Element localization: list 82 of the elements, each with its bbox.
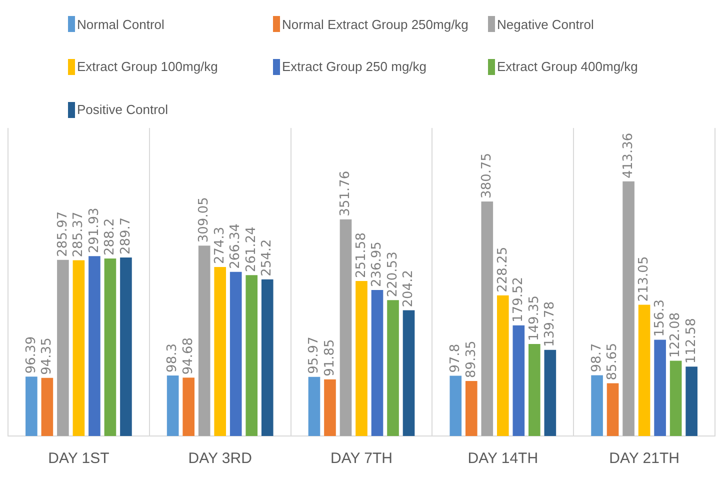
x-tick-label: DAY 1ST	[48, 450, 110, 468]
legend-label: Extract Group 400mg/kg	[497, 59, 638, 74]
bar	[214, 267, 226, 436]
bar	[528, 344, 540, 436]
bar	[654, 340, 666, 436]
bar	[41, 378, 54, 436]
data-label: 236.95	[370, 242, 385, 288]
legend-label: Normal Extract Group 250mg/kg	[282, 16, 468, 32]
data-label: 89.35	[464, 340, 479, 378]
bar	[261, 279, 274, 436]
bar	[670, 360, 682, 436]
bar	[72, 260, 85, 436]
bar	[246, 275, 258, 436]
bar	[402, 310, 415, 436]
legend-label: Normal Control	[77, 16, 164, 32]
data-label: 274.3	[212, 226, 228, 264]
bar	[387, 300, 399, 436]
data-label: 213.05	[636, 256, 652, 302]
data-label: 85.65	[605, 343, 620, 380]
x-tick-label: DAY 14TH	[468, 450, 538, 468]
data-label: 285.97	[55, 211, 70, 257]
data-label: 351.76	[338, 170, 354, 216]
x-tick-label: DAY 7TH	[330, 450, 392, 468]
data-label: 112.58	[684, 318, 699, 364]
x-tick-label: DAY 3RD	[188, 450, 252, 468]
bar	[182, 378, 194, 436]
data-label: 288.2	[102, 218, 118, 256]
bar	[481, 201, 494, 436]
data-label: 139.78	[542, 301, 558, 347]
data-label: 228.25	[495, 246, 510, 292]
bar	[308, 376, 320, 436]
bar	[198, 246, 210, 436]
legend-label: Extract Group 100mg/kg	[77, 59, 218, 74]
data-label: 251.58	[354, 232, 369, 278]
data-label: 380.75	[480, 152, 495, 198]
data-label: 122.08	[668, 312, 684, 358]
bar	[638, 304, 650, 436]
bar	[356, 281, 368, 436]
data-label: 94.68	[180, 337, 196, 375]
data-label: 285.37	[71, 212, 86, 258]
data-label: 97.8	[448, 344, 464, 373]
bar	[512, 325, 525, 436]
data-label: 291.93	[86, 208, 102, 254]
bar	[544, 350, 556, 436]
bar	[591, 375, 603, 436]
data-label: 261.24	[244, 226, 259, 272]
bar	[120, 258, 132, 436]
data-label: 204.2	[401, 270, 416, 308]
bar	[324, 379, 336, 436]
bar	[104, 258, 116, 436]
bar	[26, 376, 38, 436]
data-label: 266.34	[228, 223, 244, 269]
bar	[88, 256, 100, 436]
data-label: 220.53	[385, 252, 400, 298]
data-label: 95.97	[306, 336, 322, 374]
legend-label: Negative Control	[497, 16, 594, 32]
bar	[496, 295, 509, 436]
data-label: 289.7	[118, 217, 134, 255]
data-label: 179.52	[511, 276, 526, 322]
data-label: 91.85	[322, 339, 338, 376]
data-label: 254.2	[260, 239, 275, 276]
bar	[465, 380, 478, 436]
legend-label: Extract Group 250 mg/kg	[282, 59, 427, 74]
bar	[371, 290, 384, 436]
data-label: 98.3	[165, 343, 180, 372]
bar	[686, 366, 698, 436]
bar	[166, 375, 179, 436]
data-label: 309.05	[196, 197, 212, 243]
bar	[230, 272, 242, 436]
data-label: 413.36	[620, 132, 636, 178]
data-label: 96.39	[24, 336, 39, 374]
bar	[450, 376, 462, 436]
x-tick-label: DAY 21TH	[609, 450, 680, 468]
bar	[57, 260, 69, 436]
bar	[340, 219, 352, 436]
bar	[606, 383, 619, 436]
data-label: 156.3	[652, 300, 668, 337]
legend-label: Positive Control	[77, 102, 168, 118]
data-label: 98.7	[589, 343, 604, 372]
data-label: 94.35	[40, 338, 55, 375]
bar	[622, 181, 634, 436]
data-label: 149.35	[526, 296, 542, 341]
